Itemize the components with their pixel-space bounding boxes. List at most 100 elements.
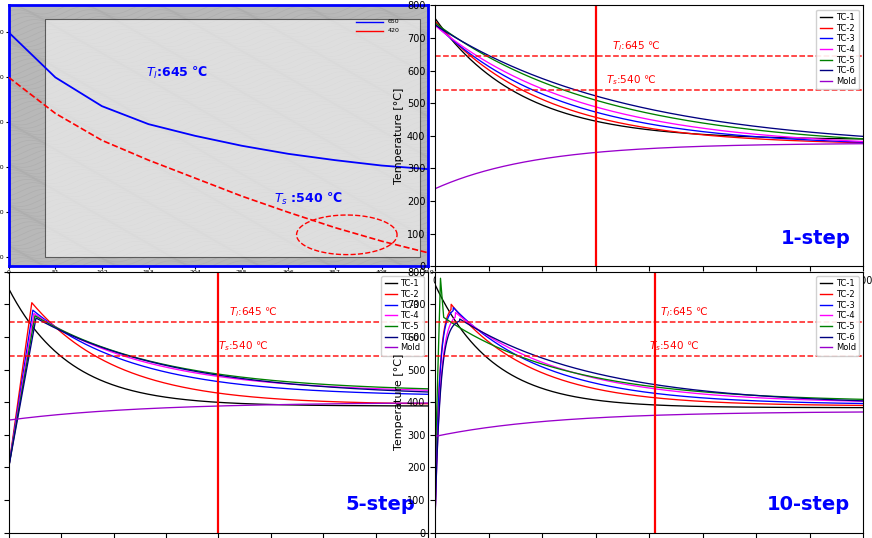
Line: Mold: Mold xyxy=(9,403,428,420)
TC-5 xyxy=(767,129,778,135)
TC-1 xyxy=(411,403,421,409)
Line: TC-5: TC-5 xyxy=(435,278,863,468)
TC-4 xyxy=(450,309,460,316)
TC-4 xyxy=(29,310,39,317)
TC-4 xyxy=(430,513,440,520)
Line: TC-6: TC-6 xyxy=(435,319,863,516)
TC-1 xyxy=(638,401,649,408)
Mold xyxy=(411,400,421,406)
TC-6 xyxy=(334,385,344,391)
TC-4 xyxy=(430,23,440,29)
Line: TC-1: TC-1 xyxy=(435,18,863,139)
Mold xyxy=(627,413,637,420)
TC-1 xyxy=(767,404,778,410)
Line: TC-4: TC-4 xyxy=(435,313,863,516)
TC-4 xyxy=(858,138,869,145)
TC-6 xyxy=(208,371,218,378)
TC-4 xyxy=(452,310,462,317)
TC-4 xyxy=(196,371,207,377)
TC-1 xyxy=(858,136,869,142)
Mold xyxy=(638,146,649,152)
TC-6 xyxy=(430,513,440,520)
TC-4 xyxy=(767,132,778,139)
TC-6 xyxy=(846,132,856,139)
TC-6 xyxy=(25,347,36,353)
Mold xyxy=(3,417,14,423)
TC-3 xyxy=(627,387,637,393)
TC-3 xyxy=(846,400,856,407)
TC-6 xyxy=(627,102,637,109)
TC-2 xyxy=(846,402,856,408)
TC-1 xyxy=(767,134,778,140)
Mold xyxy=(846,140,856,147)
TC-1 xyxy=(430,281,440,288)
TC-1 xyxy=(846,405,856,411)
Line: TC-3: TC-3 xyxy=(435,308,863,516)
TC-6 xyxy=(411,388,421,395)
TC-5 xyxy=(767,393,778,400)
Text: $T_l$:645 ℃: $T_l$:645 ℃ xyxy=(146,65,208,81)
Mold xyxy=(452,176,462,183)
Text: $T_s$:540 ℃: $T_s$:540 ℃ xyxy=(606,73,657,87)
Line: Mold: Mold xyxy=(435,144,863,189)
TC-1 xyxy=(846,136,856,142)
Mold xyxy=(846,140,856,147)
TC-2 xyxy=(846,402,856,408)
TC-3 xyxy=(423,391,433,398)
TC-1 xyxy=(638,126,649,132)
TC-3 xyxy=(846,400,856,407)
TC-2 xyxy=(446,301,456,308)
Mold xyxy=(430,433,440,440)
TC-2 xyxy=(858,402,869,409)
Mold xyxy=(767,409,778,416)
Line: TC-4: TC-4 xyxy=(9,314,428,468)
TC-3 xyxy=(638,388,649,395)
TC-4 xyxy=(25,333,36,339)
TC-1 xyxy=(846,136,856,142)
TC-1 xyxy=(452,43,462,49)
TC-6 xyxy=(430,22,440,28)
TC-4 xyxy=(627,382,637,388)
TC-4 xyxy=(858,398,869,405)
TC-4 xyxy=(767,395,778,402)
TC-3 xyxy=(452,308,462,315)
TC-6 xyxy=(423,389,433,395)
TC-4 xyxy=(846,138,856,144)
TC-1 xyxy=(208,399,218,405)
Mold xyxy=(627,146,637,153)
Legend: TC-1, TC-2, TC-3, TC-4, TC-5, TC-6, Mold: TC-1, TC-2, TC-3, TC-4, TC-5, TC-6, Mold xyxy=(381,276,424,356)
Mold xyxy=(196,404,207,410)
TC-1 xyxy=(196,398,207,405)
TC-4 xyxy=(846,398,856,404)
Text: $T_s$ :540 ℃: $T_s$ :540 ℃ xyxy=(274,192,343,208)
Mold xyxy=(858,409,869,415)
Line: Mold: Mold xyxy=(435,412,863,436)
TC-3 xyxy=(858,400,869,407)
TC-4 xyxy=(846,398,856,404)
TC-5 xyxy=(638,109,649,115)
Mold xyxy=(846,409,856,415)
TC-2 xyxy=(26,300,37,306)
TC-2 xyxy=(627,392,637,398)
TC-2 xyxy=(423,400,433,407)
Legend: TC-1, TC-2, TC-3, TC-4, TC-5, TC-6, Mold: TC-1, TC-2, TC-3, TC-4, TC-5, TC-6, Mold xyxy=(816,276,859,356)
TC-2 xyxy=(196,387,207,394)
TC-3 xyxy=(28,307,38,314)
TC-5 xyxy=(334,382,344,388)
TC-3 xyxy=(25,324,36,331)
TC-1 xyxy=(411,403,421,409)
TC-4 xyxy=(334,384,344,391)
TC-4 xyxy=(452,39,462,46)
Mold xyxy=(423,400,433,406)
TC-3 xyxy=(846,138,856,145)
TC-6 xyxy=(196,369,207,376)
TC-6 xyxy=(411,388,421,395)
TC-5 xyxy=(196,369,207,375)
Line: TC-1: TC-1 xyxy=(435,285,863,408)
Mold xyxy=(858,140,869,147)
Text: 5-step: 5-step xyxy=(346,495,416,514)
Mold xyxy=(25,414,36,421)
Mold xyxy=(767,141,778,148)
TC-5 xyxy=(423,386,433,392)
TC-1 xyxy=(3,286,14,292)
